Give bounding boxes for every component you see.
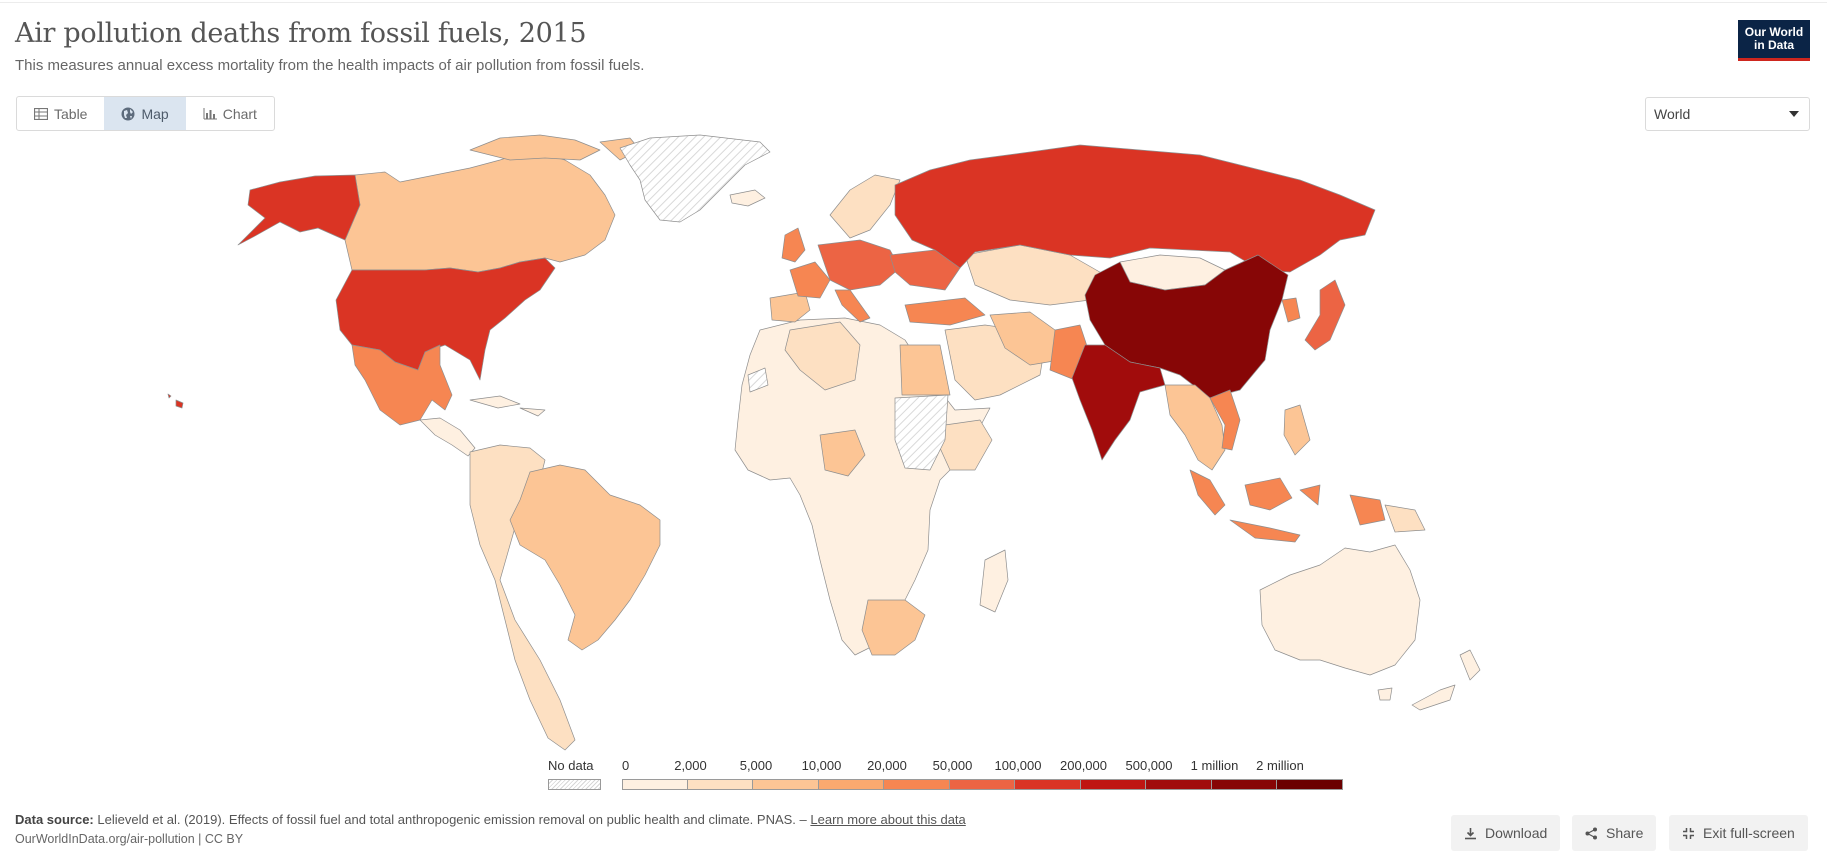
data-source-label: Data source: — [15, 812, 94, 827]
legend-tick-label: 50,000 — [932, 758, 973, 773]
country-india[interactable] — [1071, 344, 1166, 461]
exit-fullscreen-button[interactable]: Exit full-screen — [1669, 815, 1808, 851]
legend-bin[interactable] — [1146, 779, 1212, 790]
country-philippines[interactable] — [1283, 404, 1311, 456]
tab-chart[interactable]: Chart — [186, 97, 274, 130]
legend-tick-label: 0 — [622, 758, 630, 773]
tab-table-label: Table — [54, 105, 88, 122]
legend-tick-label: 5,000 — [739, 758, 773, 773]
country-greenland[interactable] — [619, 134, 771, 223]
tab-map-label: Map — [141, 105, 169, 122]
region-central-europe[interactable] — [817, 239, 901, 291]
data-source: Data source: Lelieveld et al. (2019). Ef… — [15, 812, 966, 827]
chart-title: Air pollution deaths from fossil fuels, … — [15, 18, 587, 49]
legend-bin[interactable] — [753, 779, 819, 790]
country-south-africa[interactable] — [861, 599, 926, 656]
download-icon — [1464, 827, 1477, 840]
region-central-america[interactable] — [419, 417, 476, 457]
country-italy[interactable] — [834, 289, 871, 323]
country-mexico[interactable] — [351, 344, 453, 426]
tab-map[interactable]: Map — [104, 97, 186, 130]
learn-more-link[interactable]: Learn more about this data — [810, 812, 966, 827]
share-button[interactable]: Share — [1572, 815, 1657, 851]
country-western-sahara[interactable] — [747, 367, 769, 393]
legend-bin[interactable] — [818, 779, 884, 790]
legend-bin[interactable] — [1277, 779, 1343, 790]
legend-tick-label: 2 million — [1256, 758, 1304, 773]
data-source-text: Lelieveld et al. (2019). Effects of foss… — [97, 812, 807, 827]
country-canada-islands[interactable] — [469, 134, 641, 161]
country-madagascar[interactable] — [979, 549, 1009, 613]
country-egypt[interactable] — [899, 344, 951, 396]
legend-tick-label: 500,000 — [1125, 758, 1173, 773]
country-australia[interactable] — [1259, 544, 1421, 676]
country-turkey[interactable] — [904, 297, 986, 326]
legend-bin[interactable] — [949, 779, 1015, 790]
region-scandinavia[interactable] — [829, 174, 901, 239]
legend-tick-label: 2,000 — [674, 758, 707, 773]
exit-fullscreen-icon — [1682, 827, 1695, 840]
country-indonesia[interactable] — [1189, 469, 1386, 543]
region-africa[interactable] — [734, 317, 991, 656]
legend-bin[interactable] — [622, 779, 688, 790]
download-label: Download — [1485, 825, 1548, 841]
legend-no-data-label: No data — [548, 758, 594, 773]
country-nigeria[interactable] — [819, 429, 866, 477]
country-france[interactable] — [789, 261, 831, 299]
legend-bin[interactable] — [1015, 779, 1081, 790]
view-tabs: Table Map Chart — [16, 96, 275, 131]
world-map[interactable] — [0, 132, 1827, 762]
legend-bin[interactable] — [687, 779, 753, 790]
legend-tick-label: 100,000 — [994, 758, 1042, 773]
download-button[interactable]: Download — [1451, 815, 1561, 851]
chart-subtitle: This measures annual excess mortality fr… — [15, 57, 645, 74]
logo-line-2: in Data — [1753, 38, 1794, 52]
legend-bin[interactable] — [1211, 779, 1277, 790]
exit-fullscreen-label: Exit full-screen — [1703, 825, 1795, 841]
country-ethiopia[interactable] — [939, 419, 993, 471]
legend-tick-label: 10,000 — [801, 758, 842, 773]
legend-tick-label: 1 million — [1190, 758, 1239, 773]
region-select[interactable]: World — [1645, 97, 1810, 131]
country-sudan[interactable] — [894, 394, 949, 471]
share-icon — [1585, 827, 1598, 840]
chevron-down-icon — [1789, 111, 1799, 117]
legend-tick-label: 200,000 — [1060, 758, 1107, 773]
legend-no-data-swatch — [548, 779, 601, 790]
country-korea[interactable] — [1281, 297, 1301, 323]
table-icon — [34, 107, 48, 120]
country-papua-new-guinea[interactable] — [1384, 504, 1426, 533]
country-new-zealand[interactable] — [1411, 649, 1481, 711]
legend-bin[interactable] — [1080, 779, 1146, 790]
tab-chart-label: Chart — [222, 105, 257, 122]
country-uk[interactable] — [781, 227, 806, 263]
region-caribbean[interactable] — [469, 395, 546, 417]
region-southeast-asia[interactable] — [1164, 384, 1226, 471]
owid-logo[interactable]: Our World in Data — [1738, 20, 1810, 61]
logo-line-1: Our World — [1744, 25, 1804, 39]
legend-bin[interactable] — [884, 779, 950, 790]
country-vietnam[interactable] — [1209, 389, 1241, 451]
map-legend: No data 0 2,000 5,000 10,000 20,000 50,000 100… — [0, 756, 1827, 796]
country-brazil[interactable] — [509, 464, 661, 651]
globe-icon — [121, 107, 135, 121]
top-rule — [0, 0, 1827, 3]
share-label: Share — [1606, 825, 1644, 841]
footer-url: OurWorldInData.org/air-pollution | CC BY — [15, 832, 244, 846]
bar-chart-icon — [203, 107, 217, 120]
country-usa-alaska[interactable] — [237, 174, 361, 246]
country-australia-tasmania[interactable] — [1377, 687, 1393, 701]
country-canada[interactable] — [344, 149, 616, 273]
region-select-value: World — [1654, 106, 1691, 122]
country-japan[interactable] — [1304, 279, 1346, 351]
region-hawaii[interactable] — [167, 393, 184, 409]
tab-table[interactable]: Table — [17, 97, 104, 130]
country-russia[interactable] — [894, 144, 1376, 273]
legend-tick-label: 20,000 — [867, 758, 907, 773]
country-iceland[interactable] — [729, 189, 766, 207]
country-algeria[interactable] — [784, 321, 861, 391]
